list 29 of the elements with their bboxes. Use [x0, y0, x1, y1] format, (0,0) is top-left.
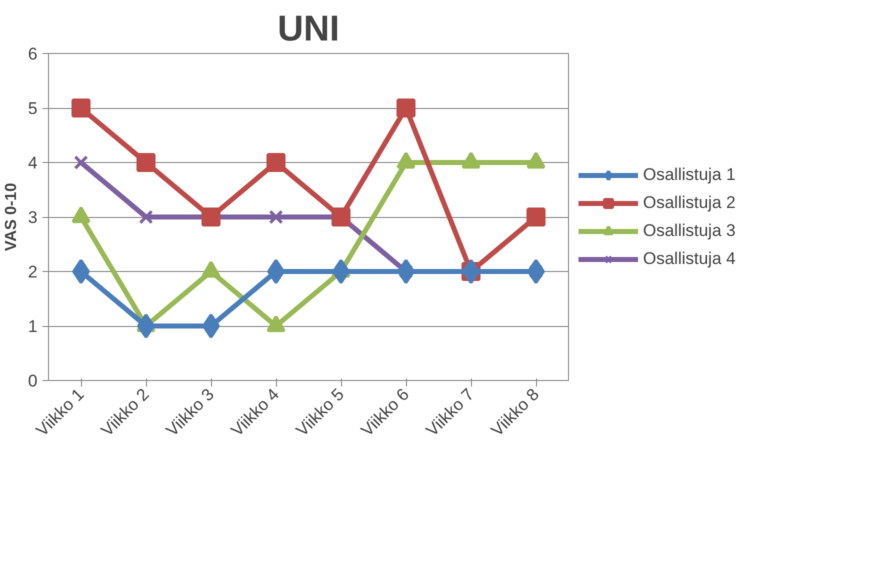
chart-title: UNI [278, 8, 340, 48]
y-tick-label: 0 [28, 372, 38, 390]
y-axis-title: VAS 0-10 [3, 182, 20, 252]
y-tick-label: 2 [28, 262, 38, 282]
point [72, 259, 90, 284]
point [74, 155, 88, 170]
point [332, 259, 350, 284]
legend-label: Osallistuja 3 [643, 220, 736, 240]
point [136, 153, 156, 172]
y-tick-label: 5 [28, 99, 38, 118]
y-tick-label: 1 [28, 317, 38, 336]
y-tick-label: 4 [28, 154, 38, 172]
point [72, 98, 90, 118]
y-tick-label: 3 [28, 208, 38, 227]
point [268, 210, 284, 224]
point [397, 259, 415, 284]
point [526, 208, 546, 226]
legend-label: Osallistuja 1 [643, 164, 736, 184]
point [138, 210, 154, 224]
point [267, 259, 285, 284]
point [137, 314, 155, 338]
point [396, 98, 416, 118]
y-tick-label: 6 [28, 44, 38, 64]
point [266, 153, 286, 172]
point [202, 314, 220, 338]
legend-label: Osallistuja 2 [643, 192, 736, 212]
point [462, 259, 480, 284]
legend-label: Osallistuja 4 [643, 248, 736, 268]
point [527, 259, 545, 284]
